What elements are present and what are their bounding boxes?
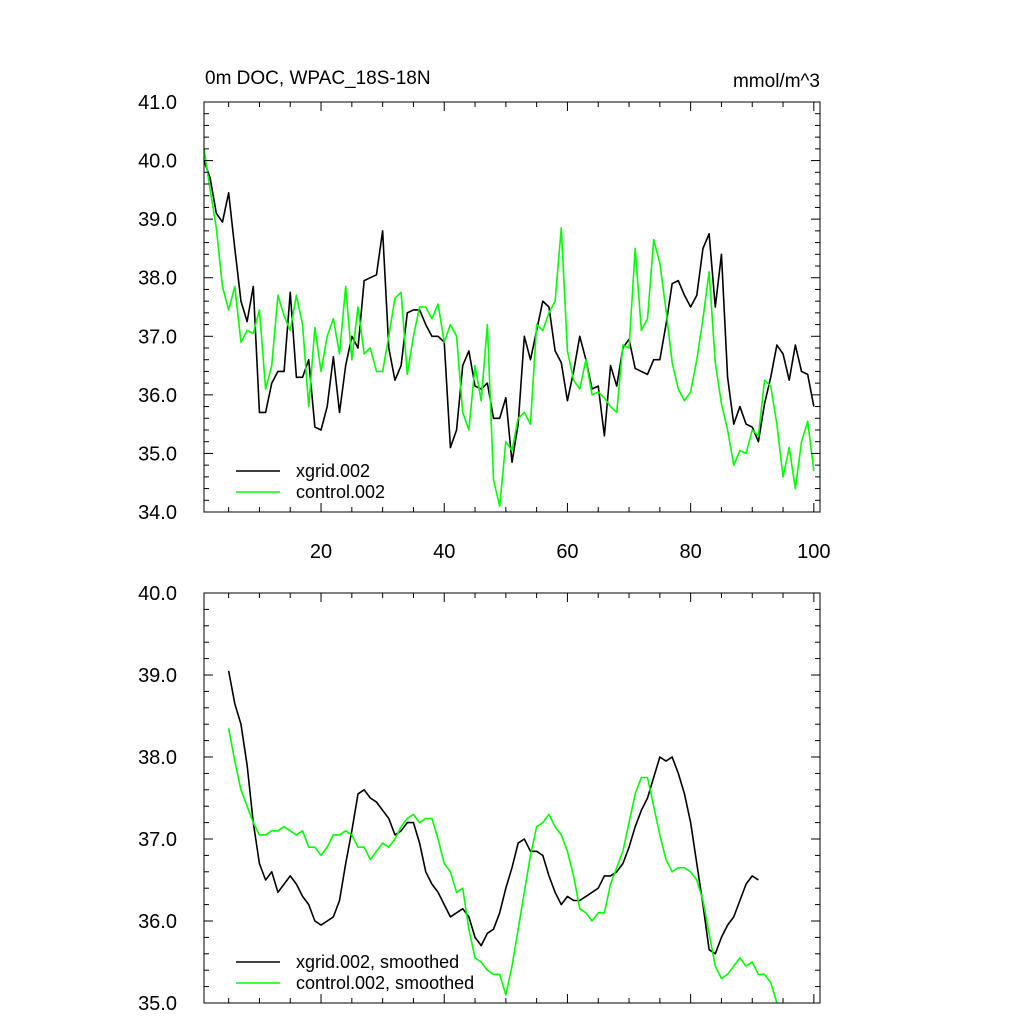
top-ytick-label: 36.0	[138, 385, 177, 407]
top-panel: 0m DOC, WPAC_18S-18N mmol/m^3 20 40 60 80 10…	[138, 68, 830, 563]
top-panel-legend: xgrid.002 control.002	[236, 461, 385, 502]
top-panel-ticks: 20 40 60 80 100 34.0 35.0 36.0 37.0 38.0 39.0 40.0 4…	[138, 92, 830, 563]
top-xtick-label: 100	[797, 541, 830, 563]
bottom-ytick-label: 38.0	[138, 747, 177, 769]
top-ytick-label: 37.0	[138, 326, 177, 348]
legend-label-control-smoothed: control.002, smoothed	[296, 973, 474, 993]
top-xtick-label: 40	[433, 541, 455, 563]
bottom-panel-frame	[203, 592, 821, 1004]
legend-label-control: control.002	[296, 482, 385, 502]
bottom-series-line-xgrid	[227, 670, 759, 955]
top-ytick-label: 38.0	[138, 268, 177, 290]
bottom-panel: 35.0 36.0 37.0 38.0 39.0 40.0 xgrid.002, smoo…	[138, 583, 821, 1015]
top-panel-title: 0m DOC, WPAC_18S-18N	[205, 68, 431, 89]
top-panel-series	[203, 148, 815, 507]
top-series-line-xgrid	[203, 160, 815, 464]
top-ytick-label: 35.0	[138, 443, 177, 465]
bottom-ytick-label: 35.0	[138, 993, 177, 1015]
bottom-ytick-label: 40.0	[138, 583, 177, 605]
top-ytick-label: 34.0	[138, 502, 177, 524]
top-panel-frame	[203, 101, 821, 513]
top-ytick-label: 41.0	[138, 92, 177, 114]
top-ytick-label: 40.0	[138, 151, 177, 173]
top-series-line-control	[203, 148, 815, 507]
bottom-ytick-label: 39.0	[138, 665, 177, 687]
bottom-series-line-control	[227, 728, 778, 1004]
top-xtick-label: 80	[680, 541, 702, 563]
bottom-panel-series	[227, 670, 778, 1004]
top-panel-units: mmol/m^3	[733, 71, 820, 92]
legend-label-xgrid-smoothed: xgrid.002, smoothed	[296, 952, 459, 972]
top-xtick-label: 60	[556, 541, 578, 563]
legend-label-xgrid: xgrid.002	[296, 461, 370, 481]
bottom-ytick-label: 36.0	[138, 911, 177, 933]
top-ytick-label: 39.0	[138, 209, 177, 231]
top-xtick-label: 20	[310, 541, 332, 563]
bottom-panel-legend: xgrid.002, smoothed control.002, smoothe…	[236, 952, 474, 993]
bottom-panel-ticks: 35.0 36.0 37.0 38.0 39.0 40.0	[138, 583, 820, 1015]
bottom-ytick-label: 37.0	[138, 829, 177, 851]
